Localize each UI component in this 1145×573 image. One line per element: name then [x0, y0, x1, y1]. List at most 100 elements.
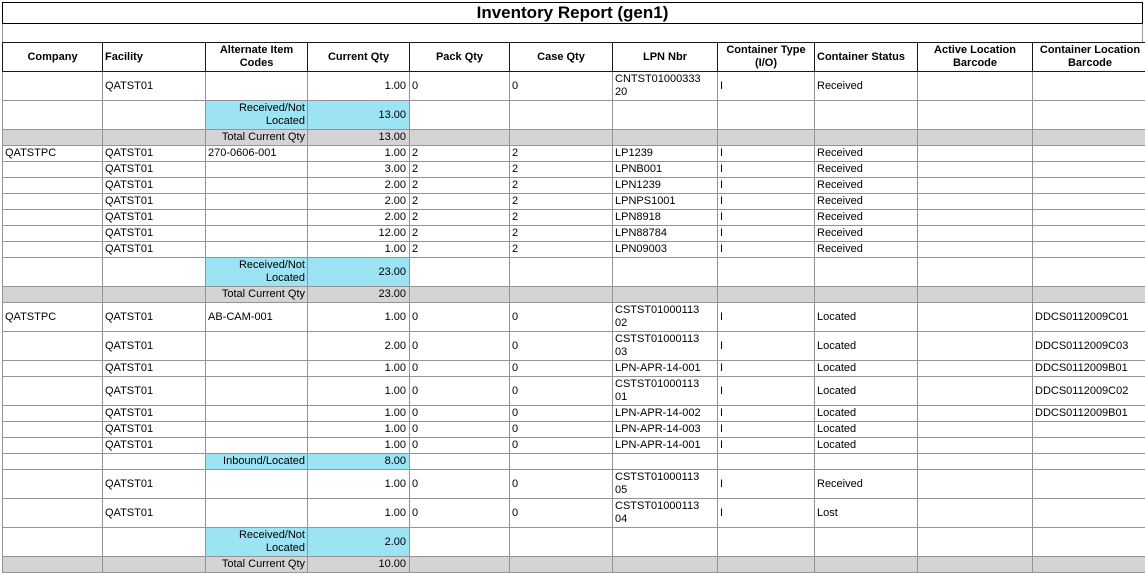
cell-pack-qty: 0 [410, 499, 510, 528]
cell-case-qty [510, 454, 613, 470]
cell-current-qty: 23.00 [308, 287, 410, 303]
cell-active-location-barcode [918, 422, 1033, 438]
cell-pack-qty: 2 [410, 210, 510, 226]
cell-current-qty: 2.00 [308, 178, 410, 194]
cell-current-qty: 12.00 [308, 226, 410, 242]
cell-alt-item-codes [206, 194, 308, 210]
cell-company [3, 499, 103, 528]
cell-company [3, 470, 103, 499]
cell-container-location-barcode: DDCS0112009C03 [1033, 332, 1145, 361]
cell-container-location-barcode: DDCS0112009B01 [1033, 361, 1145, 377]
cell-pack-qty: 2 [410, 146, 510, 162]
cell-active-location-barcode [918, 146, 1033, 162]
cell-lpn-nbr: CNTST0100033320 [613, 72, 718, 101]
cell-container-location-barcode [1033, 130, 1145, 146]
cell-container-location-barcode [1033, 528, 1145, 557]
cell-company [3, 332, 103, 361]
cell-container-location-barcode [1033, 454, 1145, 470]
cell-container-type: I [718, 422, 815, 438]
cell-case-qty: 2 [510, 162, 613, 178]
cell-container-type: I [718, 406, 815, 422]
cell-container-type: I [718, 361, 815, 377]
cell-lpn-nbr: LPN8918 [613, 210, 718, 226]
cell-active-location-barcode [918, 258, 1033, 287]
cell-active-location-barcode [918, 130, 1033, 146]
cell-alt-item-codes [206, 377, 308, 406]
cell-alt-item-codes: AB-CAM-001 [206, 303, 308, 332]
cell-container-type: I [718, 499, 815, 528]
cell-case-qty [510, 528, 613, 557]
cell-pack-qty: 0 [410, 72, 510, 101]
cell-active-location-barcode [918, 470, 1033, 499]
cell-company [3, 72, 103, 101]
cell-container-status [815, 528, 918, 557]
cell-container-status: Received [815, 146, 918, 162]
cell-facility [103, 258, 206, 287]
cell-facility: QATST01 [103, 226, 206, 242]
cell-current-qty: 8.00 [308, 454, 410, 470]
cell-active-location-barcode [918, 178, 1033, 194]
cell-pack-qty: 2 [410, 242, 510, 258]
cell-pack-qty [410, 101, 510, 130]
cell-alt-item-codes [206, 226, 308, 242]
cell-lpn-nbr: CSTST0100011301 [613, 377, 718, 406]
cell-container-location-barcode [1033, 499, 1145, 528]
cell-alt-item-codes: Total Current Qty [206, 130, 308, 146]
cell-facility: QATST01 [103, 438, 206, 454]
cell-container-status: Located [815, 422, 918, 438]
cell-current-qty: 2.00 [308, 194, 410, 210]
cell-facility [103, 101, 206, 130]
col-header-case-qty: Case Qty [510, 43, 613, 72]
cell-container-location-barcode [1033, 178, 1145, 194]
cell-lpn-nbr: LPN-APR-14-002 [613, 406, 718, 422]
cell-container-location-barcode [1033, 258, 1145, 287]
cell-container-type [718, 528, 815, 557]
cell-container-status [815, 557, 918, 573]
cell-case-qty: 2 [510, 226, 613, 242]
cell-container-status [815, 101, 918, 130]
cell-lpn-nbr: LPN1239 [613, 178, 718, 194]
cell-container-status: Located [815, 406, 918, 422]
cell-case-qty [510, 287, 613, 303]
cell-container-status: Located [815, 438, 918, 454]
cell-case-qty: 0 [510, 438, 613, 454]
cell-container-status: Located [815, 332, 918, 361]
cell-current-qty: 1.00 [308, 438, 410, 454]
cell-company [3, 178, 103, 194]
cell-facility: QATST01 [103, 303, 206, 332]
cell-container-location-barcode [1033, 438, 1145, 454]
cell-facility: QATST01 [103, 361, 206, 377]
cell-alt-item-codes: Total Current Qty [206, 287, 308, 303]
cell-lpn-nbr: LPN-APR-14-001 [613, 438, 718, 454]
cell-case-qty: 2 [510, 178, 613, 194]
cell-alt-item-codes [206, 438, 308, 454]
cell-container-type: I [718, 438, 815, 454]
cell-company [3, 242, 103, 258]
cell-facility: QATST01 [103, 178, 206, 194]
cell-container-location-barcode [1033, 226, 1145, 242]
cell-active-location-barcode [918, 454, 1033, 470]
cell-container-location-barcode [1033, 162, 1145, 178]
cell-facility: QATST01 [103, 194, 206, 210]
cell-active-location-barcode [918, 194, 1033, 210]
cell-active-location-barcode [918, 303, 1033, 332]
cell-alt-item-codes: Received/Not Located [206, 528, 308, 557]
cell-active-location-barcode [918, 332, 1033, 361]
cell-case-qty: 0 [510, 422, 613, 438]
cell-container-status: Received [815, 194, 918, 210]
cell-facility: QATST01 [103, 332, 206, 361]
cell-lpn-nbr: CSTST0100011304 [613, 499, 718, 528]
cell-container-status: Received [815, 178, 918, 194]
cell-container-status [815, 258, 918, 287]
